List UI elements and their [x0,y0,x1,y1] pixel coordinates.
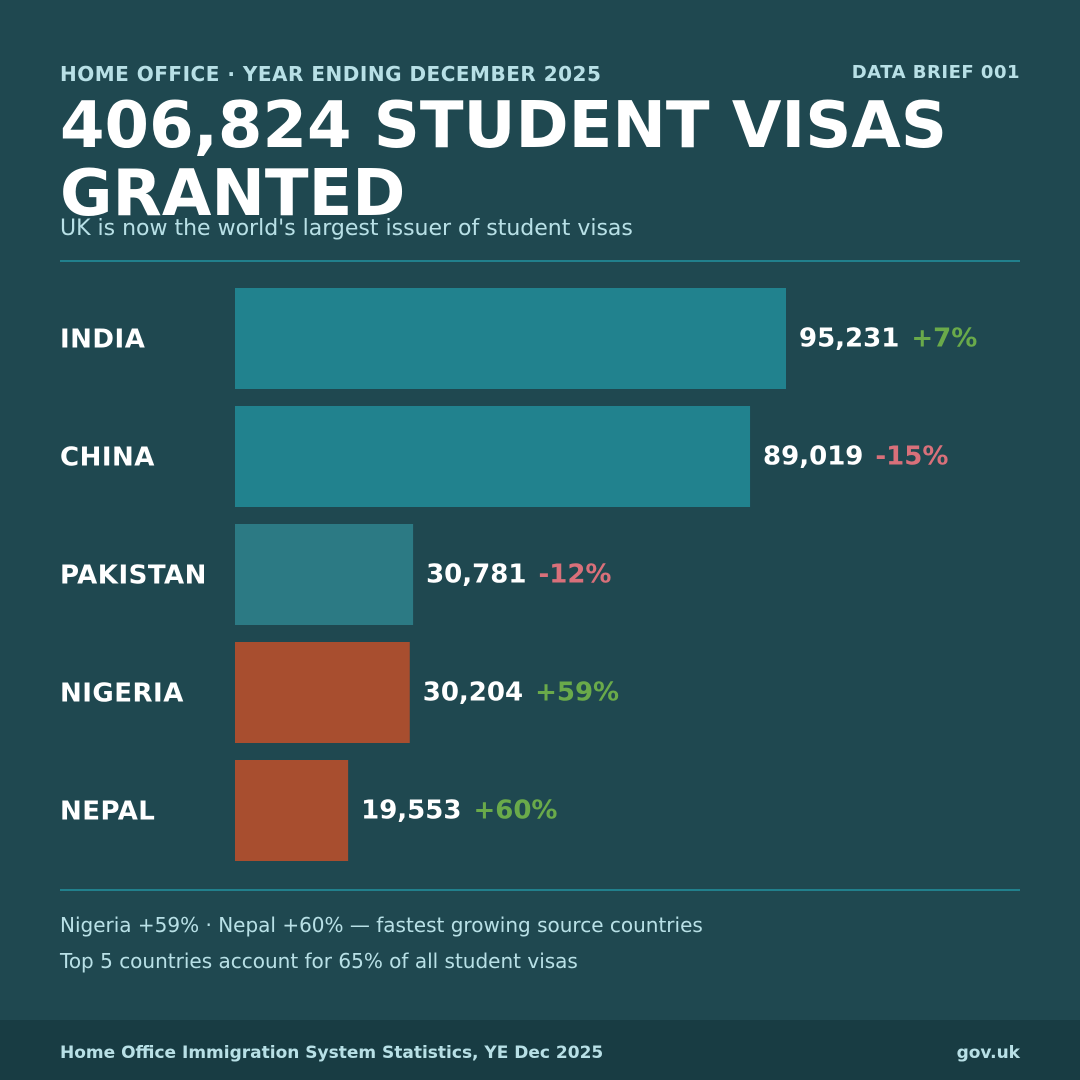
value-label-nigeria: 30,204 [423,678,523,708]
category-label-pakistan: PAKISTAN [60,561,207,591]
value-label-nepal: 19,553 [361,796,461,826]
share-note: Top 5 countries account for 65% of all s… [60,949,578,973]
category-label-china: CHINA [60,443,155,473]
value-label-pakistan: 30,781 [426,560,526,590]
bar-pakistan [235,524,414,625]
value-label-china: 89,019 [763,442,863,472]
bar-china [235,406,751,507]
headline: 406,824 STUDENT VISAS GRANTED [60,89,947,231]
change-label-india: +7% [911,324,977,354]
change-label-pakistan: -12% [538,560,611,590]
bar-nepal [235,760,349,861]
site-link[interactable]: gov.uk [956,1043,1020,1063]
bottom-divider [60,889,1020,891]
category-label-india: INDIA [60,325,145,355]
category-label-nepal: NEPAL [60,797,155,827]
source-label: Home Office Immigration System Statistic… [60,1043,604,1063]
footer-bar [0,1020,1080,1080]
change-label-nigeria: +59% [535,678,619,708]
top-divider [60,260,1020,262]
value-label-india: 95,231 [799,324,899,354]
bar-india [235,288,786,389]
growth-note: Nigeria +59% · Nepal +60% — fastest grow… [60,913,703,937]
change-label-china: -15% [875,442,948,472]
brief-label: DATA BRIEF 001 [851,62,1020,83]
eyebrow-label: HOME OFFICE · YEAR ENDING DECEMBER 2025 [60,62,602,86]
subtitle: UK is now the world's largest issuer of … [60,216,633,241]
change-label-nepal: +60% [473,796,557,826]
category-label-nigeria: NIGERIA [60,679,184,709]
bar-nigeria [235,642,410,743]
